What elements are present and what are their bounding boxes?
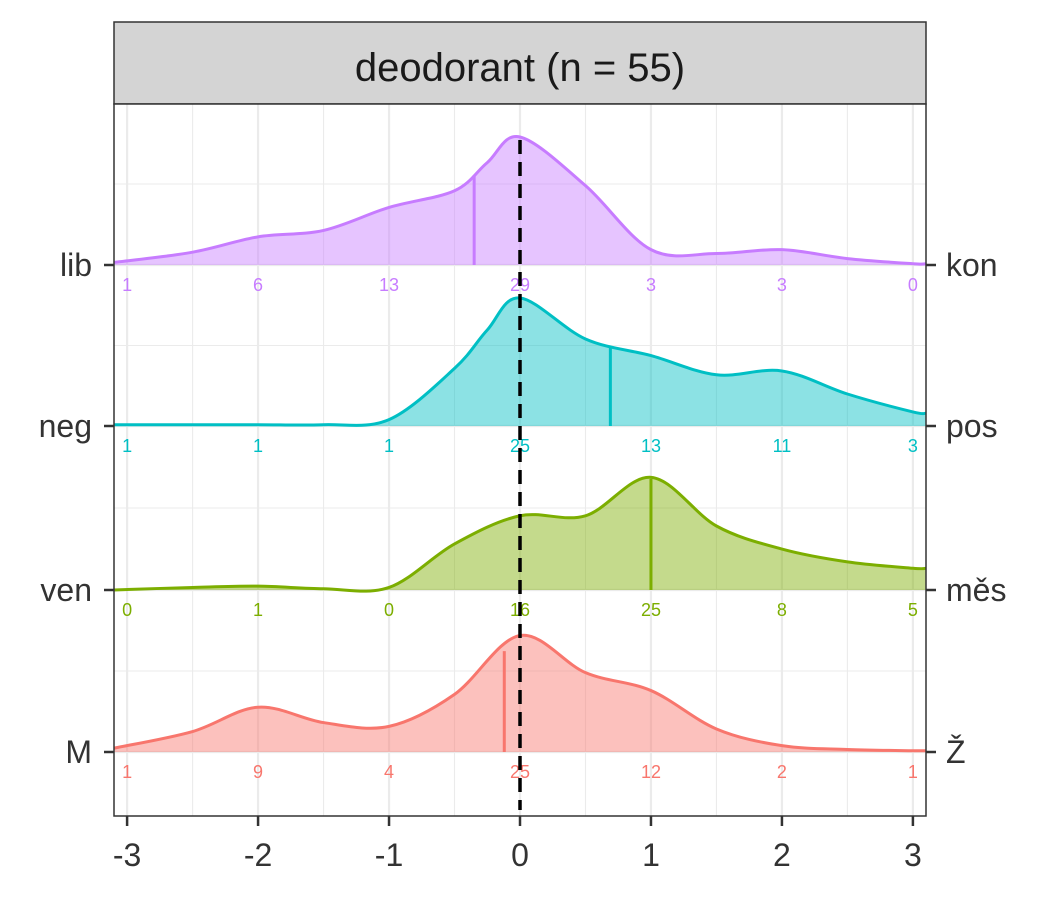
count-label: 3 (777, 275, 787, 295)
count-label: 11 (773, 436, 792, 456)
count-label: 1 (908, 762, 918, 782)
count-label: 3 (908, 436, 918, 456)
density-line (113, 475, 927, 593)
count-label: 0 (908, 275, 918, 295)
count-label: 13 (379, 275, 399, 295)
count-label: 12 (641, 762, 661, 782)
count-label: 4 (384, 762, 394, 782)
x-tick-label: 0 (511, 837, 529, 873)
count-label: 1 (253, 600, 263, 620)
count-label: 25 (510, 762, 530, 782)
y-label-right: měs (946, 572, 1006, 608)
y-label-left: ven (40, 572, 92, 608)
count-label: 1 (384, 436, 394, 456)
y-label-right: Ž (946, 734, 966, 770)
count-label: 3 (646, 275, 656, 295)
x-tick-label: 2 (773, 837, 791, 873)
facet-strip (113, 21, 927, 105)
count-label: 0 (384, 600, 394, 620)
y-label-left: neg (39, 408, 92, 444)
x-tick-label: -3 (113, 837, 141, 873)
x-tick-label: -1 (375, 837, 403, 873)
ridge-ven: 010162585 (113, 475, 927, 620)
density-line (113, 633, 927, 753)
y-label-right: pos (946, 408, 998, 444)
density-area (114, 477, 926, 592)
count-label: 13 (641, 436, 661, 456)
density-line (113, 135, 927, 266)
count-label: 1 (122, 275, 132, 295)
count-label: 1 (122, 762, 132, 782)
count-label: 5 (908, 600, 918, 620)
count-label: 1 (253, 436, 263, 456)
y-label-left: lib (60, 247, 92, 283)
count-label: 25 (510, 436, 530, 456)
x-tick-label: 1 (642, 837, 660, 873)
count-label: 25 (641, 600, 661, 620)
count-label: 2 (777, 762, 787, 782)
y-label-left: M (65, 734, 92, 770)
count-label: 0 (122, 600, 132, 620)
x-tick-label: -2 (244, 837, 272, 873)
count-label: 1 (122, 436, 132, 456)
x-tick-label: 3 (904, 837, 922, 873)
y-label-right: kon (946, 247, 998, 283)
count-label: 6 (253, 275, 263, 295)
count-label: 8 (777, 600, 787, 620)
count-label: 9 (253, 762, 263, 782)
facet-title: deodorant (n = 55) (355, 46, 685, 90)
